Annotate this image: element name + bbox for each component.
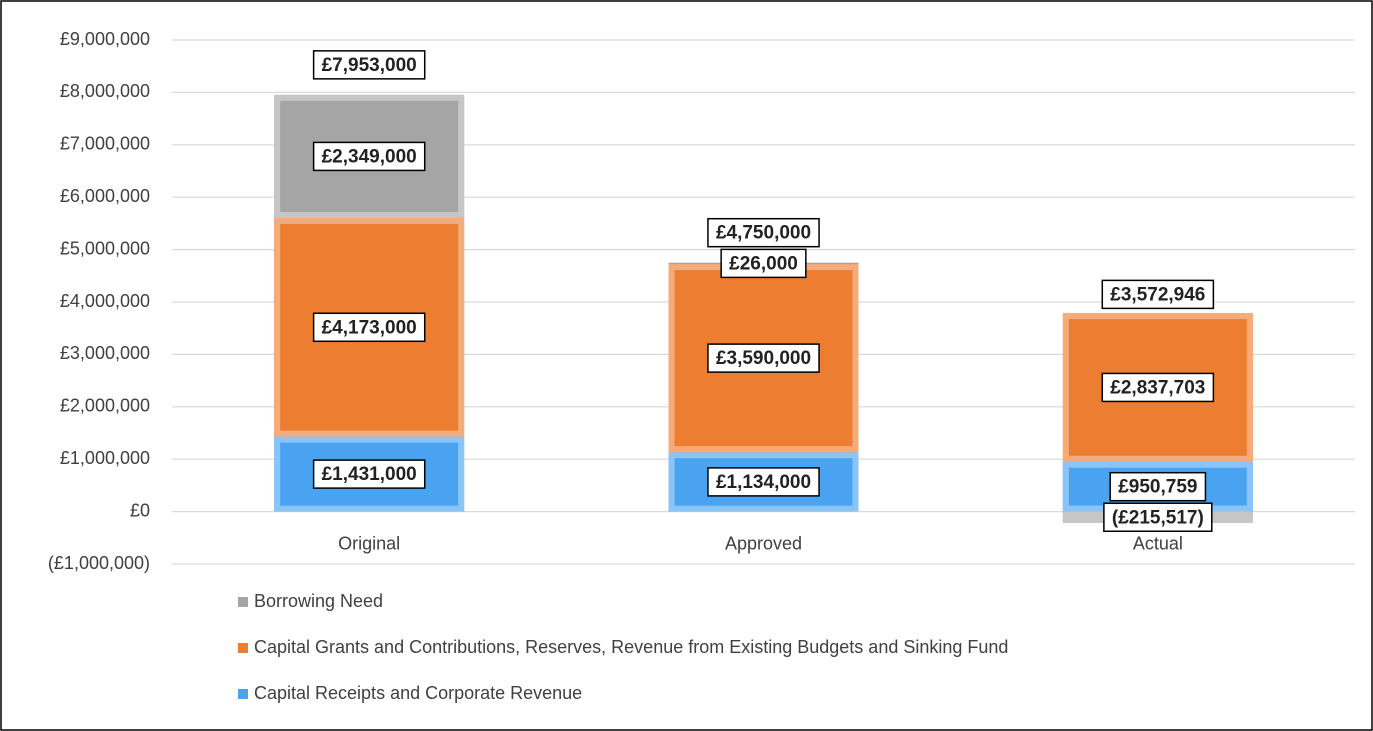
x-tick-label: Approved (725, 533, 802, 553)
data-label: £26,000 (720, 248, 807, 279)
data-label: £2,837,703 (1101, 372, 1215, 403)
data-label-text: £2,349,000 (322, 146, 417, 167)
y-tick-label: (£1,000,000) (48, 553, 150, 573)
y-tick-label: £4,000,000 (60, 291, 150, 311)
data-label: £1,134,000 (707, 467, 820, 497)
legend-swatch (238, 597, 248, 607)
bar-bevel (668, 452, 859, 512)
legend-swatch (238, 643, 248, 653)
bar-bevel (274, 94, 465, 218)
data-label-text: £950,759 (1118, 477, 1197, 498)
data-label-text: £1,431,000 (322, 464, 417, 485)
data-label-text: £3,590,000 (716, 348, 811, 369)
data-label-text: £4,173,000 (322, 317, 417, 338)
legend-label: Capital Receipts and Corporate Revenue (254, 683, 582, 703)
data-label: £3,572,946 (1101, 279, 1215, 310)
data-label: £7,953,000 (312, 50, 426, 80)
y-tick-label: £7,000,000 (60, 134, 150, 154)
data-label: £1,431,000 (312, 459, 426, 489)
data-label-text: £26,000 (729, 253, 798, 274)
y-tick-label: £5,000,000 (60, 238, 150, 258)
data-label-text: £2,837,703 (1110, 377, 1205, 398)
data-label: £3,590,000 (707, 343, 820, 373)
x-tick-label: Original (338, 533, 400, 553)
bar-bevel (1062, 313, 1253, 462)
data-label: £950,759 (1109, 471, 1207, 502)
data-label-box (707, 217, 820, 248)
data-label-text: £4,750,000 (716, 223, 811, 244)
legend-swatch (238, 689, 248, 699)
data-label: £4,173,000 (312, 312, 426, 343)
y-tick-label: £1,000,000 (60, 448, 150, 468)
data-label-box (707, 467, 820, 497)
y-tick-label: £0 (130, 500, 150, 520)
data-label-text: £3,572,946 (1110, 284, 1205, 305)
y-tick-label: £2,000,000 (60, 396, 150, 416)
data-label-box (312, 141, 426, 172)
bar-bevel (274, 217, 465, 437)
data-label-text: (£215,517) (1112, 507, 1204, 528)
data-label: (£215,517) (1103, 502, 1213, 532)
data-label-text: £1,134,000 (716, 472, 811, 493)
data-label-box (312, 312, 426, 343)
legend-label: Borrowing Need (254, 591, 383, 611)
data-label-box (312, 50, 426, 80)
data-label: £4,750,000 (707, 217, 820, 248)
data-label-box (1103, 502, 1213, 532)
data-label-box (1109, 471, 1207, 502)
legend-label: Capital Grants and Contributions, Reserv… (254, 637, 1008, 657)
y-tick-label: £3,000,000 (60, 343, 150, 363)
data-label: £2,349,000 (312, 141, 426, 172)
data-label-box (312, 459, 426, 489)
x-tick-label: Actual (1133, 533, 1183, 553)
data-label-box (720, 248, 807, 279)
bar-bevel (274, 436, 465, 512)
data-label-box (1101, 279, 1215, 310)
data-label-text: £7,953,000 (322, 55, 417, 76)
y-tick-label: £6,000,000 (60, 186, 150, 206)
data-label-box (707, 343, 820, 373)
data-label-box (1101, 372, 1215, 403)
y-tick-label: £8,000,000 (60, 81, 150, 101)
y-tick-label: £9,000,000 (60, 29, 150, 49)
